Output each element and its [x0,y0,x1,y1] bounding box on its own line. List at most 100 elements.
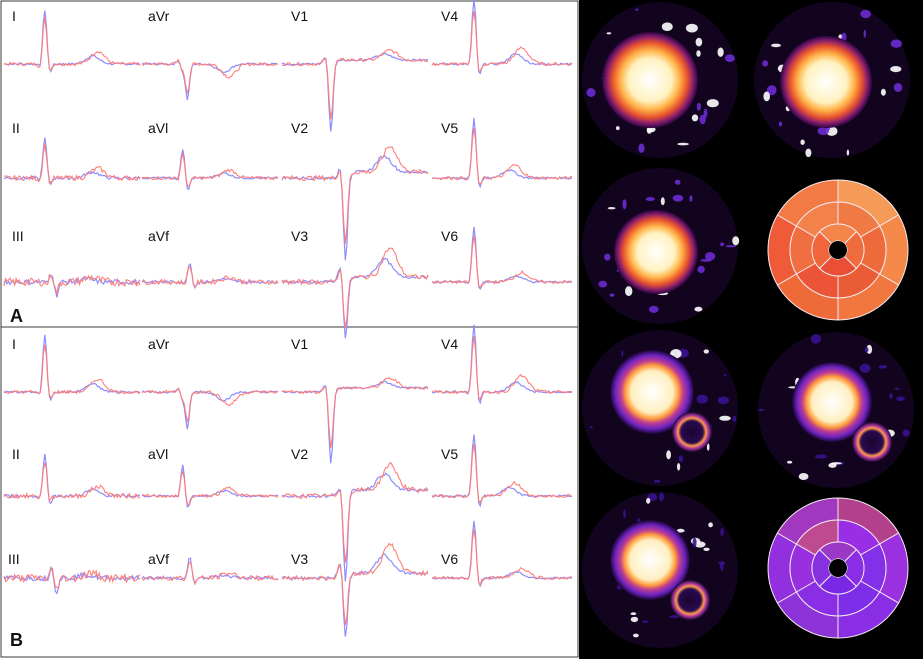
lead-label-b-V1: V1 [291,336,309,352]
mri-layer [579,0,923,659]
mri-b-slice-1-noise-speck-5 [758,408,764,412]
panel-b-trace-red-1 [141,386,279,424]
mri-b-slice-2-noise-speck-17 [630,616,639,623]
mri-a-slice-0-noise-speck-8 [724,54,735,62]
panel-a-trace-blue-5 [141,149,279,191]
mri-b-slice-0-heart [610,350,694,434]
mri-b-slice-0-noise-speck-6 [678,455,684,463]
mri-b-slice-2-noise-speck-18 [646,497,651,504]
mri-b-slice-0-noise-speck-15 [703,349,709,354]
mri-a-slice-2-noise-speck-0 [607,207,616,210]
mri-b-slice-1-noise-speck-6 [902,429,910,437]
bullseye-a [767,179,909,321]
bullseye-b-center [829,559,847,577]
mri-a-slice-1-noise-speck-2 [771,43,781,48]
mri-a-slice-1-noise-speck-20 [846,149,850,156]
mri-b-slice-2-noise-speck-0 [676,528,685,533]
mri-a-slice-0-noise-speck-21 [703,108,708,118]
lead-label-a-aVl: aVl [148,120,169,136]
mri-b-slice-0-noise-speck-9 [719,415,731,421]
panel-a-trace-red-1 [141,58,279,94]
mri-b-slice-2-noise-speck-10 [633,633,639,638]
panel-b-lead-10 [281,542,429,637]
panel-letter-a: A [10,306,23,326]
mri-a-slice-1-noise-speck-18 [890,66,902,73]
lead-label-b-V4: V4 [441,336,459,352]
panel-b-trace-red-5 [141,469,279,507]
mri-a-slice-0-noise-speck-1 [691,114,699,122]
mri-a-slice-2-noise-speck-13 [604,253,611,261]
panel-b-lead-1 [141,386,279,430]
mri-b-slice-0-noise-speck-1 [717,396,729,405]
panel-a-lead-4 [3,137,141,186]
panel-b-trace-red-2 [281,376,429,449]
mri-a-slice-0-noise-speck-7 [717,47,724,57]
panel-a-trace-red-3 [431,11,573,72]
mri-a-slice-1-noise-speck-17 [860,9,871,19]
panel-b-lead-11 [431,520,573,588]
panel-a-trace-red-6 [281,146,429,244]
panel-a-trace-blue-8 [3,274,141,298]
mri-a-slice-1-noise-speck-8 [766,85,777,96]
mri-a-slice-1-noise-speck-15 [763,91,770,102]
mri-b-slice-0-noise-speck-16 [621,350,624,357]
panel-a-lead-9 [141,262,279,290]
panel-a-lead-10 [281,247,429,339]
panel-b-lead-5 [141,464,279,508]
panel-b-trace-blue-4 [3,453,141,505]
mri-b-slice-0-noise-speck-0 [653,479,661,483]
mri-b-slice-1-noise-speck-15 [786,460,793,464]
mri-a-slice-0-noise-speck-0 [706,99,719,108]
mri-b-slice-1-noise-speck-14 [810,334,822,344]
panel-b-trace-red-8 [3,567,141,590]
panel-b-trace-red-7 [431,443,573,505]
mri-b-slice-0-noise-speck-12 [666,450,671,460]
mri-b-slice-1-noise-speck-4 [859,363,871,373]
panel-a-trace-red-4 [3,143,141,185]
panel-b-trace-blue-1 [141,387,279,430]
panel-a-trace-blue-10 [281,257,429,339]
lead-label-b-aVf: aVf [148,551,170,567]
panel-b-lead-8 [3,565,141,595]
lead-label-b-V3: V3 [291,551,309,567]
mri-a-slice-0-noise-speck-20 [696,102,702,111]
mri-a-slice-2-noise-speck-7 [609,293,615,297]
lead-label-b-V2: V2 [291,446,309,462]
mri-a-slice-1-noise-speck-7 [778,121,783,127]
panel-a-trace-red-5 [141,152,279,188]
panel-a-lead-5 [141,149,279,191]
lead-label-a-V3: V3 [291,228,309,244]
panel-a-trace-blue-1 [141,61,279,101]
mri-a-slice-2-noise-speck-12 [622,199,627,210]
lead-label-b-V5: V5 [441,446,459,462]
lead-label-a-I: I [12,8,16,24]
panel-b-trace-red-3 [431,335,573,401]
mri-b-slice-1-noise-speck-18 [815,454,828,459]
mri-a-slice-2-noise-speck-10 [705,252,716,261]
mri-a-slice-2-noise-speck-18 [672,194,684,202]
mri-a-slice-0-noise-speck-15 [606,32,612,35]
lead-label-b-I: I [12,336,16,352]
mri-a-slice-1-noise-speck-13 [863,29,866,38]
lead-label-a-V6: V6 [441,228,459,244]
mri-a-slice-2-noise-speck-19 [720,242,724,247]
mri-b-slice-2-noise-speck-5 [659,492,664,502]
mri-a-slice-2-noise-speck-6 [674,179,681,185]
panel-b-trace-red-11 [432,529,572,587]
mri-a-slice-0-heart [602,32,698,128]
mri-a-slice-0-noise-speck-19 [685,23,698,33]
mri-a-slice-0-noise-speck-2 [635,8,639,11]
mri-a-slice-2-noise-speck-14 [697,265,705,273]
lead-label-a-V2: V2 [291,120,309,136]
mri-a-slice-0-noise-speck-17 [661,22,673,32]
panel-b-trace-blue-0 [3,334,141,402]
mri-a-slice-0-noise-speck-16 [615,126,620,131]
panel-a-trace-red-9 [141,264,279,288]
mri-b-slice-0-noise-speck-2 [696,394,708,404]
lead-label-b-II: II [12,446,20,462]
mri-b-slice-2-noise-speck-9 [623,509,626,519]
panel-a-lead-2 [281,49,429,132]
panel-a-lead-1 [141,58,279,101]
mri-b-slice-2-vessel [670,580,710,620]
